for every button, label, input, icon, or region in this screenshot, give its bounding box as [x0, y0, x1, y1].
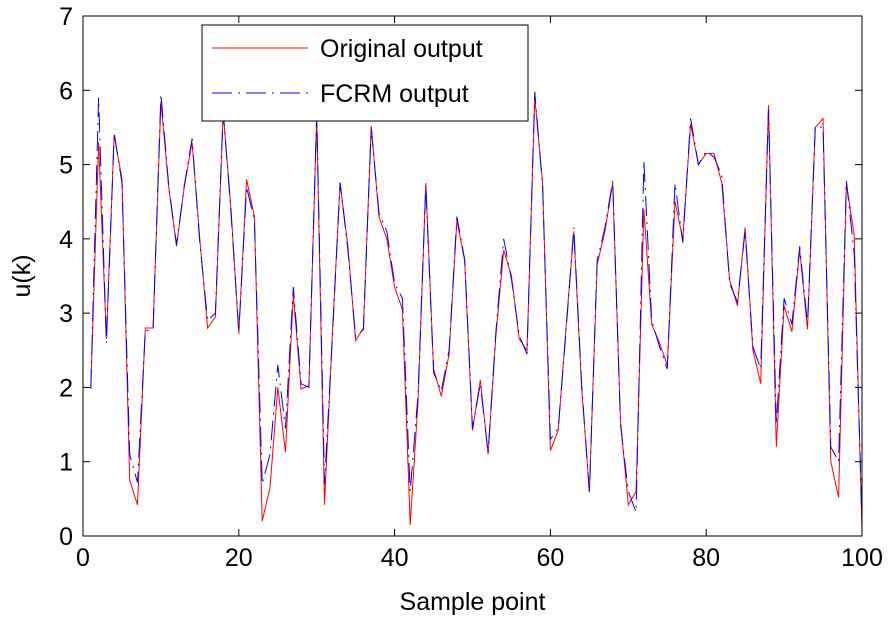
- x-axis-title: Sample point: [400, 588, 546, 616]
- y-axis-title: u(k): [8, 254, 36, 297]
- legend-box: [201, 24, 529, 122]
- x-tick-label: 40: [381, 544, 409, 572]
- y-tick-label: 6: [59, 77, 73, 105]
- y-tick-label: 5: [59, 152, 73, 180]
- plot-frame: [82, 15, 863, 537]
- x-tick-label: 0: [76, 544, 90, 572]
- y-tick-label: 0: [59, 523, 73, 551]
- x-tick-label: 100: [841, 544, 883, 572]
- x-tick-label: 60: [536, 544, 564, 572]
- series-layer: [90, 91, 863, 533]
- ticks-layer: 0 20 40 60 80 100 0 1 2 3 4 5 6 7: [59, 3, 883, 572]
- x-tick-label: 80: [692, 544, 720, 572]
- x-tick-label: 20: [225, 544, 253, 572]
- legend: Original output FCRM output: [201, 24, 529, 122]
- series-line-1: [90, 91, 863, 522]
- y-tick-label: 4: [59, 226, 73, 254]
- y-tick-label: 1: [59, 449, 73, 477]
- legend-label-fcrm-output: FCRM output: [320, 80, 469, 108]
- y-tick-label: 2: [59, 374, 73, 402]
- legend-label-original-output: Original output: [320, 35, 483, 63]
- y-tick-label: 3: [59, 300, 73, 328]
- y-tick-label: 7: [59, 3, 73, 31]
